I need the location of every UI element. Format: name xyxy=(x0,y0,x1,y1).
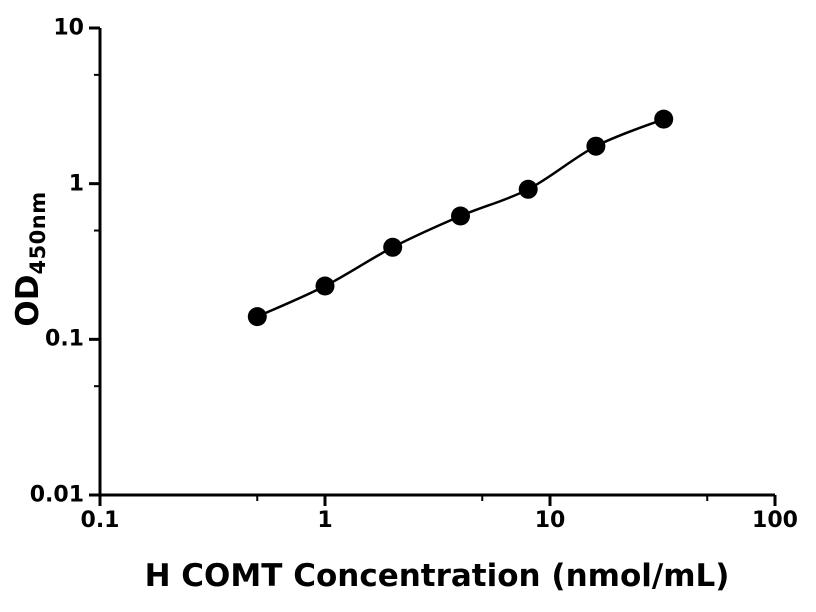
x-tick-label: 0.1 xyxy=(80,508,120,533)
data-point xyxy=(451,206,470,226)
x-tick-label: 10 xyxy=(534,508,566,533)
axes-spines xyxy=(98,28,775,497)
data-point xyxy=(247,307,267,327)
y-tick-label: 0.01 xyxy=(29,482,84,508)
data-point xyxy=(383,237,403,257)
data-point xyxy=(586,136,606,156)
y-tick-label: 1 xyxy=(68,171,84,197)
data-point xyxy=(654,109,674,129)
x-tick-label: 1 xyxy=(317,508,333,533)
x-tick-label: 100 xyxy=(752,508,798,533)
x-axis-title: H COMT Concentration (nmol/mL) xyxy=(144,558,730,594)
data-point xyxy=(315,276,335,296)
y-axis-title-main: OD xyxy=(10,274,46,327)
data-point xyxy=(518,179,538,199)
y-tick-label: 10 xyxy=(53,15,84,41)
y-axis-title-sub: 450nm xyxy=(26,191,50,275)
y-axis-title: OD450nm xyxy=(10,191,50,326)
y-tick-label: 0.1 xyxy=(45,326,84,352)
